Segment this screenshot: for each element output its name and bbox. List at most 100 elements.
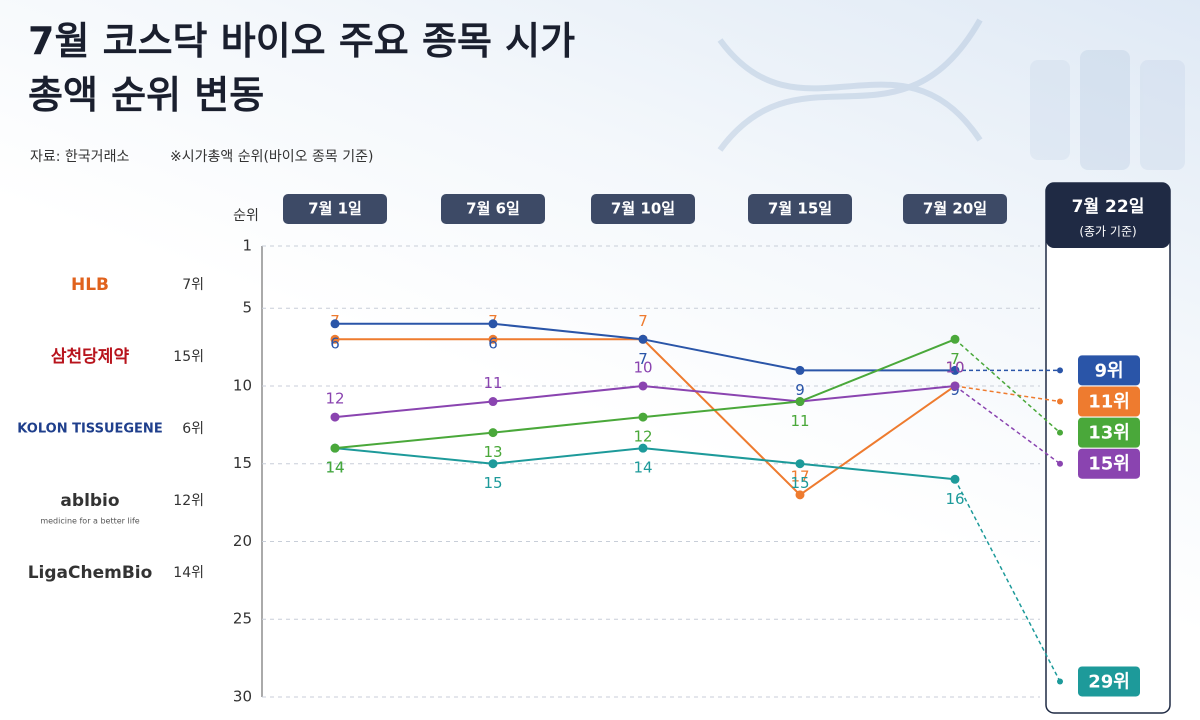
y-tick-label: 25 (233, 610, 252, 628)
legend-name: LigaChemBio (28, 563, 153, 583)
data-label: 9 (795, 381, 805, 399)
data-label: 15 (790, 474, 809, 492)
date-pill (903, 194, 1007, 224)
data-label: 7 (638, 350, 648, 368)
series-line-final (954, 478, 1061, 682)
point (638, 381, 648, 391)
data-label: 7 (950, 350, 960, 368)
legend-rank: 6위 (182, 421, 204, 437)
final-label: 11위 (1088, 392, 1130, 413)
point (1057, 429, 1063, 436)
legend-name: KOLON TISSUEGENE (17, 422, 162, 437)
legend-rank: 14위 (173, 565, 204, 581)
point (795, 365, 805, 375)
point (488, 428, 498, 438)
point (330, 319, 340, 329)
final-header (1046, 183, 1170, 248)
legend-name: 삼천당제약 (51, 346, 130, 367)
data-label: 12 (633, 428, 652, 446)
legend-rank: 15위 (173, 349, 204, 365)
point (950, 365, 960, 375)
series-line-final (954, 385, 1061, 403)
final-label-box (1078, 386, 1140, 417)
date-pill (591, 194, 695, 224)
point (1057, 398, 1063, 405)
y-tick-label: 10 (233, 376, 252, 394)
point (1057, 678, 1063, 685)
x-tick-label: 7월 20일 (923, 200, 987, 218)
data-label: 15 (483, 474, 502, 492)
legend-name: ablbio (60, 491, 119, 511)
point (950, 474, 960, 484)
data-label: 6 (488, 334, 498, 352)
series-line-final (954, 338, 1061, 434)
point (330, 443, 340, 453)
legend-rank: 7위 (182, 277, 204, 293)
final-label: 15위 (1088, 454, 1130, 475)
data-label: 14 (325, 459, 344, 477)
y-tick-label: 5 (242, 299, 252, 317)
x-tick-label: 7월 6일 (466, 200, 520, 218)
final-label-box (1078, 417, 1140, 448)
point (1057, 460, 1063, 467)
data-label: 11 (790, 412, 809, 430)
data-label: 17 (790, 467, 809, 485)
data-label: 14 (325, 459, 344, 477)
point (638, 334, 648, 344)
final-column (1045, 182, 1171, 714)
final-label-box (1078, 448, 1140, 479)
point (638, 443, 648, 453)
data-label: 10 (633, 358, 652, 376)
point (330, 412, 340, 422)
final-label-box (1078, 666, 1140, 697)
data-label: 7 (638, 312, 648, 330)
source: 자료: 한국거래소 (30, 149, 130, 165)
decoration (717, 18, 1185, 170)
point (488, 334, 498, 344)
final-note: (종가 기준) (1079, 225, 1136, 239)
point (488, 319, 498, 329)
y-tick-label: 1 (242, 237, 252, 255)
point (795, 490, 805, 500)
note: ※시가총액 순위(바이오 종목 기준) (170, 149, 374, 165)
data-label: 14 (633, 459, 652, 477)
data-label: 11 (483, 374, 502, 392)
data-label: 6 (330, 334, 340, 352)
point (488, 459, 498, 469)
data-label: 10 (945, 358, 964, 376)
x-tick-label: 7월 22일 (1072, 197, 1145, 217)
y-tick-label: 20 (233, 532, 252, 550)
y-axis-label: 순위 (233, 208, 259, 224)
final-label-box (1078, 355, 1140, 386)
legend-rank: 12위 (173, 493, 204, 509)
data-label: 13 (483, 443, 502, 461)
x-tick-label: 7월 10일 (611, 200, 675, 218)
final-label: 13위 (1088, 423, 1130, 444)
x-tick-label: 7월 15일 (768, 200, 832, 218)
data-label: 12 (325, 390, 344, 408)
legend-name: HLB (71, 275, 109, 295)
point (1057, 367, 1063, 374)
legend-tagline: medicine for a better life (40, 517, 139, 526)
point (795, 459, 805, 469)
point (638, 412, 648, 422)
final-label: 9위 (1094, 360, 1123, 381)
point (795, 397, 805, 407)
final-label: 29위 (1088, 671, 1130, 692)
x-tick-label: 7월 1일 (308, 200, 362, 218)
series-line (334, 384, 956, 419)
date-pill (748, 194, 852, 224)
point (950, 334, 960, 344)
point (950, 381, 960, 391)
data-label: 16 (945, 490, 964, 508)
point (488, 397, 498, 407)
y-tick-label: 15 (233, 454, 252, 472)
date-pill (283, 194, 387, 224)
point (330, 334, 340, 344)
date-pill (441, 194, 545, 224)
y-tick-label: 30 (233, 688, 252, 706)
series-line-final (954, 385, 1061, 465)
title: 7월 코스닥 바이오 주요 종목 시가총액 순위 변동 (28, 19, 576, 117)
